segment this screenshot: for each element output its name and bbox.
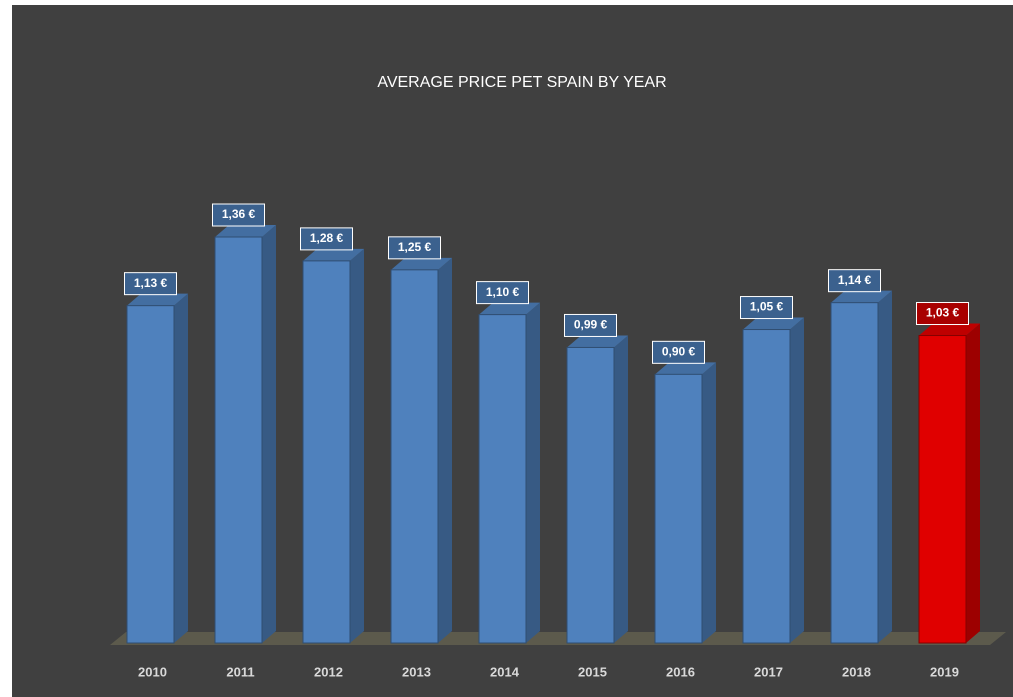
x-tick-label: 2017	[754, 664, 783, 679]
bar	[214, 236, 263, 644]
value-label: 1,03 €	[926, 306, 960, 320]
bar-top	[831, 290, 892, 303]
value-label-box	[124, 272, 177, 296]
bar-top	[391, 257, 452, 270]
x-tick-label: 2010	[138, 664, 167, 679]
x-tick-label: 2013	[402, 664, 431, 679]
x-tick-label: 2014	[490, 664, 520, 679]
x-tick-label: 2015	[578, 664, 607, 679]
value-label-box	[388, 236, 441, 260]
bar-top	[479, 302, 540, 315]
bar-top	[655, 362, 716, 375]
value-label: 1,28 €	[310, 231, 344, 245]
bar	[566, 346, 615, 644]
bar-side	[262, 225, 276, 643]
bar-top	[127, 293, 188, 306]
bar	[478, 314, 527, 644]
bar-side	[526, 302, 540, 643]
bar-side	[966, 323, 980, 643]
value-label-box	[564, 313, 617, 337]
bar-top	[303, 248, 364, 261]
bar-side	[878, 290, 892, 643]
x-tick-label: 2011	[226, 664, 254, 679]
bar-side	[614, 335, 628, 643]
value-label-box	[828, 269, 881, 293]
bar-top	[215, 225, 276, 237]
x-tick-label: 2019	[930, 664, 959, 679]
bar	[302, 260, 351, 644]
value-label-box	[476, 281, 529, 305]
value-label: 1,13 €	[134, 276, 168, 290]
value-label: 1,14 €	[838, 273, 872, 287]
value-label-box	[652, 340, 705, 364]
bar	[654, 373, 703, 644]
value-label-box	[740, 296, 793, 320]
x-tick-label: 2016	[666, 664, 695, 679]
chart-title: AVERAGE PRICE PET SPAIN BY YEAR	[377, 74, 666, 91]
value-label: 0,99 €	[574, 318, 608, 332]
bar	[830, 302, 879, 644]
bar-side	[790, 317, 804, 643]
bar-side	[438, 257, 452, 643]
x-tick-label: 2012	[314, 664, 343, 679]
value-label: 0,90 €	[662, 344, 696, 358]
value-label-box	[916, 302, 969, 326]
value-label: 1,10 €	[486, 285, 520, 299]
value-label: 1,25 €	[398, 240, 432, 254]
bar-top	[743, 317, 804, 330]
value-label: 1,36 €	[222, 207, 256, 221]
x-tick-label: 2018	[842, 664, 871, 679]
bar-top	[567, 335, 628, 348]
bar-side	[174, 293, 188, 643]
bar-side	[350, 248, 364, 643]
value-label: 1,05 €	[750, 300, 784, 314]
value-label-box	[212, 203, 265, 227]
bar-top	[919, 323, 980, 336]
bar	[918, 335, 967, 644]
bar	[390, 269, 439, 644]
value-label-box	[300, 227, 353, 251]
bar	[742, 329, 791, 644]
bar	[126, 305, 175, 644]
bar-side	[702, 362, 716, 643]
